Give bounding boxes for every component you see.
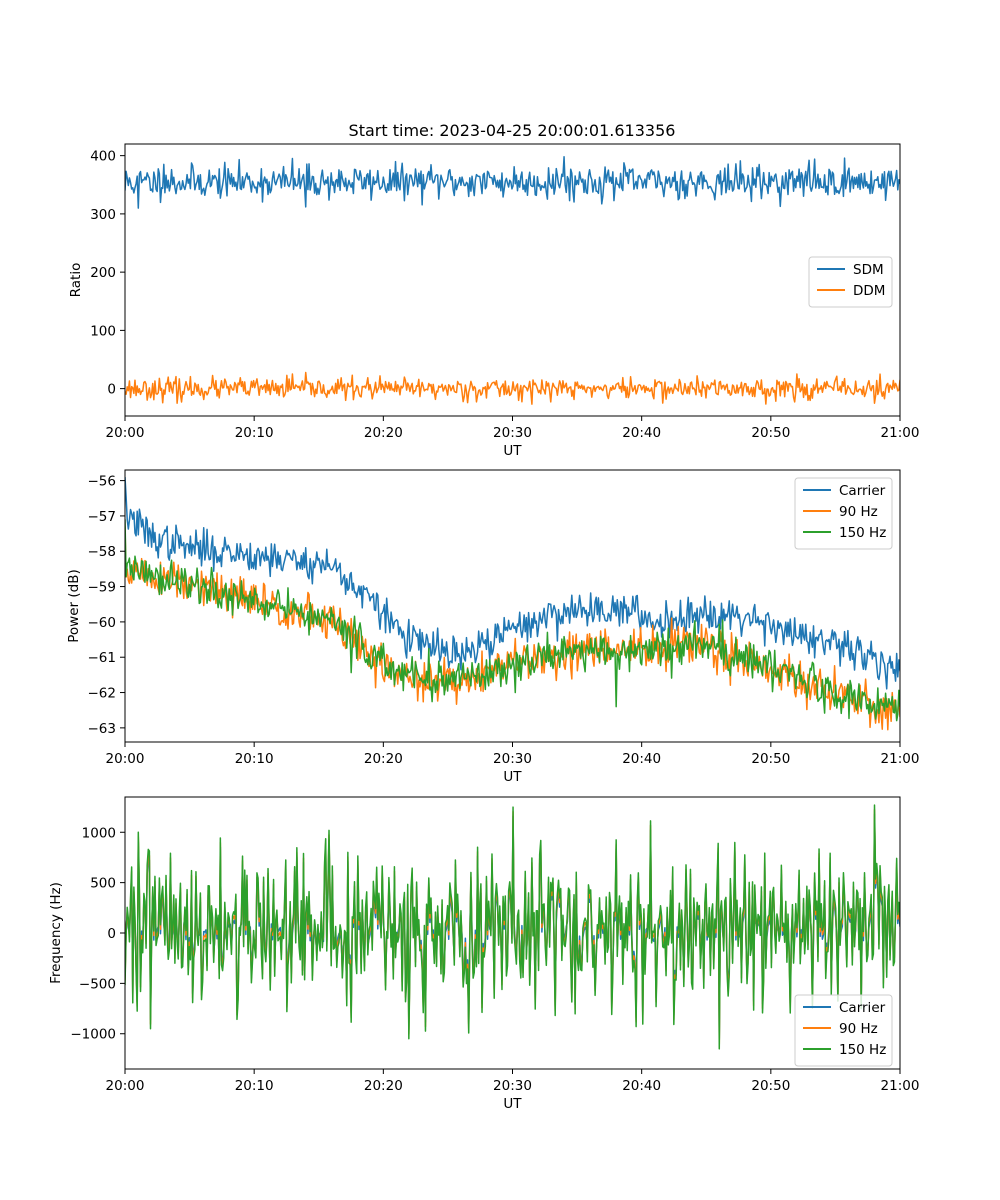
x-axis-label: UT bbox=[503, 1096, 522, 1112]
y-tick-label: −60 bbox=[88, 615, 117, 631]
series-line-150-hz bbox=[125, 519, 900, 722]
subplot-1: 20:00 20:10 20:20 20:30 20:40 20:50 21:00 0 100 2… bbox=[68, 143, 920, 459]
x-tick-label: 20:50 bbox=[751, 751, 790, 767]
legend-label: 90 Hz bbox=[839, 504, 878, 520]
y-tick-label: −500 bbox=[79, 976, 116, 992]
y-tick-label: 100 bbox=[90, 323, 116, 339]
series-lines bbox=[125, 156, 900, 405]
x-tick-label: 20:50 bbox=[751, 1078, 790, 1094]
series-line-ddm bbox=[125, 371, 900, 405]
legend: Carrier 90 Hz 150 Hz bbox=[794, 994, 893, 1067]
series-line-sdm bbox=[125, 156, 900, 209]
x-axis-label: UT bbox=[503, 443, 522, 459]
legend-label: SDM bbox=[853, 262, 884, 278]
y-tick-label: 0 bbox=[107, 926, 116, 942]
legend-label: DDM bbox=[853, 283, 885, 299]
x-tick-label: 20:10 bbox=[235, 1078, 274, 1094]
legend-label: Carrier bbox=[839, 1000, 886, 1016]
x-tick-label: 20:20 bbox=[364, 751, 403, 767]
subplot-2: 20:00 20:10 20:20 20:30 20:40 20:50 21:00 −63 −6… bbox=[66, 469, 920, 785]
x-tick-label: 20:40 bbox=[622, 425, 661, 441]
subplots: 20:00 20:10 20:20 20:30 20:40 20:50 21:00 0 100 2… bbox=[48, 143, 920, 1112]
y-axis-label: Frequency (Hz) bbox=[48, 882, 64, 984]
x-tick-label: 20:00 bbox=[106, 1078, 145, 1094]
y-tick-label: 1000 bbox=[82, 825, 116, 841]
x-tick-label: 20:30 bbox=[493, 751, 532, 767]
legend-label: 90 Hz bbox=[839, 1021, 878, 1037]
y-tick-label: −1000 bbox=[70, 1027, 116, 1043]
y-tick-label: 200 bbox=[90, 265, 116, 281]
legend-label: Carrier bbox=[839, 483, 886, 499]
x-tick-label: 20:50 bbox=[751, 425, 790, 441]
x-axis-label: UT bbox=[503, 769, 522, 785]
x-tick-label: 21:00 bbox=[881, 425, 920, 441]
x-tick-label: 21:00 bbox=[881, 751, 920, 767]
y-tick-label: −56 bbox=[88, 474, 117, 490]
x-tick-label: 20:00 bbox=[106, 751, 145, 767]
x-tick-label: 20:10 bbox=[235, 425, 274, 441]
x-tick-label: 21:00 bbox=[881, 1078, 920, 1094]
x-tick-label: 20:00 bbox=[106, 425, 145, 441]
series-line-carrier bbox=[125, 477, 900, 690]
y-axis-label: Ratio bbox=[68, 263, 84, 298]
legend-label: 150 Hz bbox=[839, 525, 886, 541]
y-tick-label: −61 bbox=[88, 650, 117, 666]
x-tick-label: 20:40 bbox=[622, 1078, 661, 1094]
y-tick-label: 300 bbox=[90, 207, 116, 223]
y-tick-label: −58 bbox=[88, 544, 117, 560]
y-tick-label: −62 bbox=[88, 686, 117, 702]
series-lines bbox=[125, 477, 900, 731]
y-tick-label: −57 bbox=[88, 509, 117, 525]
y-tick-label: −63 bbox=[88, 721, 117, 737]
legend-label: 150 Hz bbox=[839, 1042, 886, 1058]
y-tick-label: 0 bbox=[107, 382, 116, 398]
y-tick-label: 500 bbox=[90, 876, 116, 892]
x-tick-label: 20:30 bbox=[493, 425, 532, 441]
series-lines bbox=[125, 804, 900, 1050]
subplot-3: 20:00 20:10 20:20 20:30 20:40 20:50 21:00 −1000… bbox=[48, 796, 920, 1112]
x-tick-label: 20:40 bbox=[622, 751, 661, 767]
x-tick-label: 20:20 bbox=[364, 1078, 403, 1094]
legend: SDM DDM bbox=[808, 256, 893, 308]
x-tick-label: 20:20 bbox=[364, 425, 403, 441]
figure-title: Start time: 2023-04-25 20:00:01.613356 bbox=[349, 121, 676, 140]
y-tick-label: −59 bbox=[88, 580, 117, 596]
x-tick-label: 20:10 bbox=[235, 751, 274, 767]
y-tick-label: 400 bbox=[90, 149, 116, 165]
legend: Carrier 90 Hz 150 Hz bbox=[794, 477, 893, 550]
x-tick-label: 20:30 bbox=[493, 1078, 532, 1094]
y-axis-label: Power (dB) bbox=[66, 569, 82, 642]
series-line-150-hz bbox=[125, 804, 900, 1050]
